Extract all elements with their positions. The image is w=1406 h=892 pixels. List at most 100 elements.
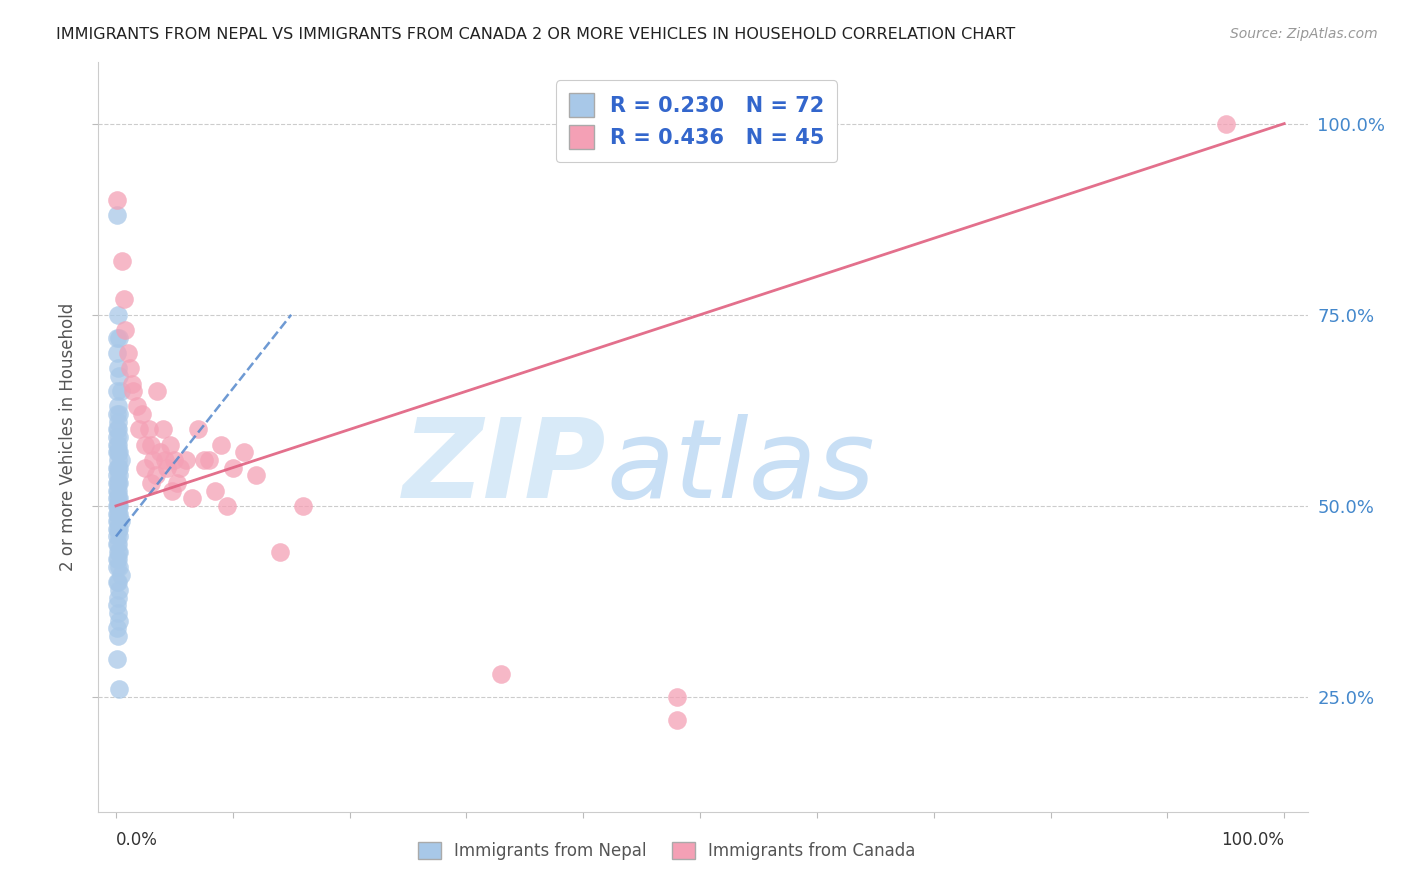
Point	[169, 460, 191, 475]
Point	[122, 384, 145, 399]
Point	[105, 422, 128, 436]
Point	[108, 468, 131, 483]
Point	[139, 475, 162, 490]
Point	[159, 438, 181, 452]
Point	[105, 491, 128, 506]
Point	[108, 331, 131, 345]
Point	[108, 614, 131, 628]
Point	[105, 599, 128, 613]
Point	[118, 361, 141, 376]
Point	[108, 407, 131, 421]
Point	[108, 560, 131, 574]
Point	[105, 460, 128, 475]
Text: atlas: atlas	[606, 414, 875, 521]
Point	[134, 460, 156, 475]
Point	[142, 453, 165, 467]
Point	[491, 667, 513, 681]
Point	[107, 361, 129, 376]
Point	[105, 430, 128, 444]
Point	[110, 453, 132, 467]
Point	[107, 499, 129, 513]
Point	[105, 483, 128, 498]
Point	[107, 438, 129, 452]
Point	[107, 575, 129, 590]
Point	[152, 422, 174, 436]
Point	[105, 438, 128, 452]
Point	[105, 407, 128, 421]
Point	[107, 415, 129, 429]
Point	[105, 529, 128, 543]
Point	[105, 560, 128, 574]
Point	[107, 483, 129, 498]
Text: Source: ZipAtlas.com: Source: ZipAtlas.com	[1230, 27, 1378, 41]
Point	[107, 445, 129, 459]
Point	[108, 430, 131, 444]
Point	[107, 400, 129, 414]
Point	[105, 522, 128, 536]
Point	[105, 514, 128, 528]
Point	[105, 499, 128, 513]
Point	[245, 468, 267, 483]
Point	[112, 293, 135, 307]
Point	[108, 499, 131, 513]
Point	[269, 545, 291, 559]
Point	[107, 453, 129, 467]
Point	[146, 384, 169, 399]
Point	[187, 422, 209, 436]
Point	[111, 254, 134, 268]
Point	[108, 582, 131, 597]
Point	[108, 529, 131, 543]
Point	[107, 475, 129, 490]
Point	[108, 475, 131, 490]
Point	[209, 438, 232, 452]
Point	[215, 499, 238, 513]
Point	[121, 376, 143, 391]
Point	[665, 713, 688, 727]
Legend: Immigrants from Nepal, Immigrants from Canada: Immigrants from Nepal, Immigrants from C…	[411, 836, 922, 867]
Point	[149, 445, 172, 459]
Point	[233, 445, 256, 459]
Point	[107, 460, 129, 475]
Point	[105, 552, 128, 566]
Point	[134, 438, 156, 452]
Point	[174, 453, 197, 467]
Point	[107, 591, 129, 605]
Point	[105, 346, 128, 360]
Text: ZIP: ZIP	[402, 414, 606, 521]
Point	[105, 445, 128, 459]
Text: IMMIGRANTS FROM NEPAL VS IMMIGRANTS FROM CANADA 2 OR MORE VEHICLES IN HOUSEHOLD : IMMIGRANTS FROM NEPAL VS IMMIGRANTS FROM…	[56, 27, 1015, 42]
Point	[665, 690, 688, 704]
Point	[138, 422, 160, 436]
Point	[1215, 117, 1237, 131]
Point	[105, 331, 128, 345]
Point	[108, 445, 131, 459]
Point	[110, 384, 132, 399]
Point	[107, 537, 129, 551]
Text: 100.0%: 100.0%	[1222, 830, 1284, 849]
Point	[193, 453, 215, 467]
Point	[107, 552, 129, 566]
Point	[107, 606, 129, 620]
Point	[131, 407, 153, 421]
Point	[105, 193, 128, 207]
Point	[105, 575, 128, 590]
Point	[105, 621, 128, 635]
Point	[107, 308, 129, 322]
Point	[166, 475, 188, 490]
Point	[108, 545, 131, 559]
Point	[128, 422, 150, 436]
Point	[156, 460, 179, 475]
Point	[107, 514, 129, 528]
Point	[110, 567, 132, 582]
Point	[108, 460, 131, 475]
Point	[105, 507, 128, 521]
Point	[107, 545, 129, 559]
Point	[107, 422, 129, 436]
Point	[107, 629, 129, 643]
Point	[108, 507, 131, 521]
Point	[105, 468, 128, 483]
Point	[105, 475, 128, 490]
Point	[105, 384, 128, 399]
Point	[180, 491, 202, 506]
Point	[125, 400, 148, 414]
